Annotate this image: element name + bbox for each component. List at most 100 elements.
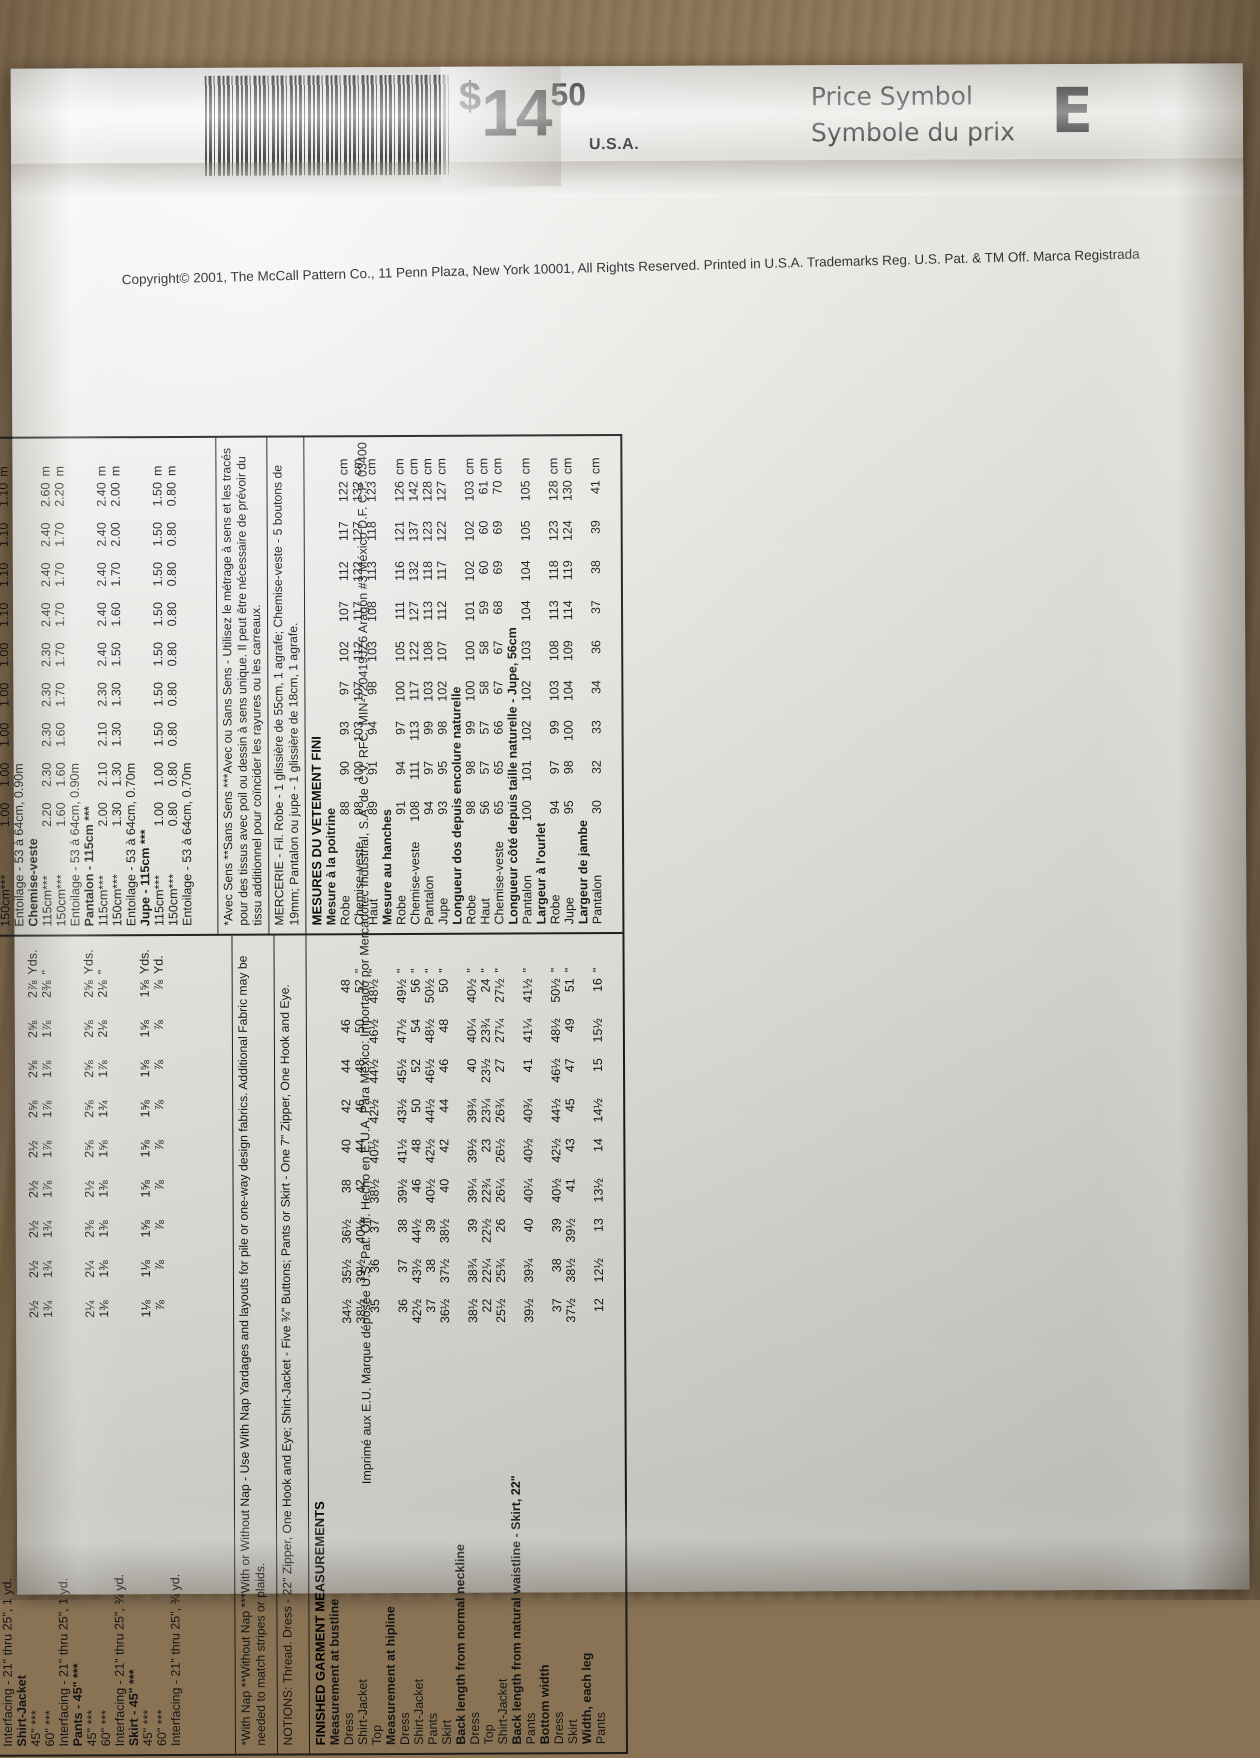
measurement-row-values: 1⅜ 1⅜ 1⅜ 1⅜ 1⅝ 1¾ 1⅞ 2⅛ 2⅛ "	[95, 944, 111, 1340]
measurement-cell: 1⅝	[96, 1140, 111, 1158]
measurement-cell: 1⅞	[40, 1100, 55, 1118]
measurement-cell: 142	[406, 480, 421, 502]
measurement-cell: 95	[435, 760, 450, 775]
measurement-unit: "	[478, 968, 493, 973]
measurement-cell: 1.30	[109, 802, 124, 827]
measurement-cell: 1.50	[150, 482, 165, 507]
measurement-row: Jupe 93 95 98 102 107 112 117 122 127 cm	[434, 445, 450, 925]
measurement-cell: 104	[519, 600, 534, 622]
measurement-cell: 40½	[521, 1138, 536, 1163]
section-heading-label: Longueur dos depuis encolure naturelle	[449, 686, 465, 925]
measurement-row-values: 30 32 33 34 36 37 38 39 41 cm	[588, 444, 604, 840]
measurement-row-label: Robe	[548, 894, 563, 925]
measurement-cell: 44	[339, 1059, 354, 1074]
section-heading-label: Mesure à la poitrine	[323, 807, 339, 926]
measurement-cell: 0.80	[165, 641, 180, 667]
measurement-cell: 23¾	[478, 1018, 493, 1044]
measurement-cell: 94	[393, 760, 408, 775]
measurement-cell: 103	[519, 640, 534, 662]
measurement-cell: 30	[589, 800, 604, 815]
measurement-cell: 1.70	[52, 522, 67, 547]
measurement-cell: 103	[462, 480, 477, 502]
measurement-cell: 109	[561, 640, 576, 662]
measurement-cell: 1.30	[109, 722, 124, 747]
measurement-unit: "	[95, 969, 110, 975]
measurement-row-label: 115cm***	[152, 874, 167, 927]
yardage-fr: Robe - 115cm *115cm**1.401.601.802.502.5…	[0, 437, 219, 936]
measurement-cell: 98	[463, 800, 478, 815]
measurement-cell: 67	[491, 640, 506, 655]
measurement-cell: 56	[408, 978, 423, 993]
measurement-cell: 48½	[422, 1018, 437, 1044]
measurement-cell: 1⅞	[40, 1180, 55, 1198]
measurement-cell: 34	[589, 680, 604, 695]
measurement-cell: 59	[477, 600, 492, 615]
measurement-cell: 103	[421, 680, 436, 702]
price-symbol-letter: E	[1050, 73, 1094, 148]
measurement-cell: 113	[547, 600, 562, 621]
measurement-cell: 0.80	[164, 561, 179, 587]
measurement-cell: 0.80	[164, 521, 179, 547]
measurement-unit: cm	[588, 457, 603, 475]
measurement-cell: 38½	[466, 1298, 481, 1324]
notions-en: NOTIONS: Thread. Dress - 22" Zipper, One…	[274, 935, 311, 1754]
measurement-cell: 1.70	[53, 682, 68, 707]
measurement-cell: 99	[547, 720, 562, 735]
measurement-unit: "	[39, 970, 54, 975]
price-country: U.S.A.	[588, 135, 640, 154]
measurement-row-label: Shirt-Jacket	[495, 1678, 510, 1745]
measurement-cell: 112	[336, 561, 351, 582]
measurement-cell: 100	[393, 680, 408, 702]
measurement-cell: 2.40	[38, 602, 54, 627]
measurement-unit: cm	[336, 458, 351, 476]
measurement-cell: 102	[435, 680, 450, 702]
measurement-unit: cm	[392, 458, 407, 476]
measurement-cell: ⅞	[152, 1180, 167, 1191]
measurement-cell: 46½	[423, 1058, 438, 1084]
measurement-cell: 122	[434, 520, 449, 542]
measurement-row-values: 12 12½ 13 13½ 14 14½ 15 15½ 16 "	[590, 942, 607, 1338]
measurement-cell: 2⅝	[25, 1060, 40, 1079]
measurement-cell: 2.60	[38, 482, 53, 507]
measurement-cell: 105	[393, 640, 408, 662]
measurement-row-label: Entoilage - 53 à 64cm, 0.70m	[179, 762, 195, 926]
measurement-cell: 1.00	[0, 802, 12, 828]
measurement-cell: 48	[338, 979, 353, 994]
measurement-cell: 40	[437, 1178, 452, 1193]
measurement-cell: 108	[407, 800, 422, 822]
measurement-cell: 2⅝	[25, 1020, 40, 1039]
measurement-unit: m	[108, 465, 123, 477]
measurement-row-label: Jupe	[562, 897, 577, 925]
measurement-cell: 46½	[549, 1058, 564, 1083]
measurement-cell: 94	[421, 800, 436, 815]
measurement-cell: 99	[421, 720, 436, 735]
measurement-cell: 1.30	[109, 762, 124, 787]
measurement-cell: 123	[546, 520, 561, 542]
measurement-cell: 127	[434, 480, 449, 502]
measurement-cell: 122	[336, 481, 351, 503]
measurement-cell: 40½	[549, 1178, 564, 1203]
measurement-cell: 2.40	[38, 522, 53, 547]
measurement-cell: 36½	[438, 1298, 453, 1324]
section-heading-label: Shirt-Jacket	[14, 1675, 29, 1747]
measurement-cell: 61	[476, 480, 491, 495]
measurement-cell: 1.10	[0, 562, 11, 588]
measurement-row: Interfacing - 21" thru 25", ¾ yd.	[165, 944, 183, 1746]
measurement-cell: 38½	[437, 1218, 452, 1244]
measurement-cell: 50½	[548, 978, 563, 1003]
measurement-row-label: Shirt-Jacket	[411, 1678, 426, 1745]
section-heading-label: Longueur côté depuis taille naturelle - …	[505, 627, 521, 925]
measurement-cell: 2.40	[94, 602, 110, 627]
measurement-cell: 90	[337, 761, 352, 776]
measurement-row-label: Robe	[394, 895, 409, 926]
measurement-cell: 2.30	[39, 642, 54, 667]
measurement-cell: 69	[490, 560, 505, 575]
price-strip: $1450 U.S.A. Price Symbol Symbole du pri…	[11, 63, 1243, 180]
measurement-cell: 113	[407, 720, 422, 741]
measurement-cell: 60	[476, 560, 491, 575]
measurement-row-values: 1.00 1.00 1.00 1.00 1.00 1.10 1.10 1.10 1.10 m	[0, 447, 12, 843]
measurement-cell: 36	[396, 1298, 411, 1313]
measurement-cell: 100	[463, 640, 478, 662]
measurement-cell: 1.50	[150, 602, 166, 627]
measurement-cell: 1⅝	[137, 1060, 152, 1078]
